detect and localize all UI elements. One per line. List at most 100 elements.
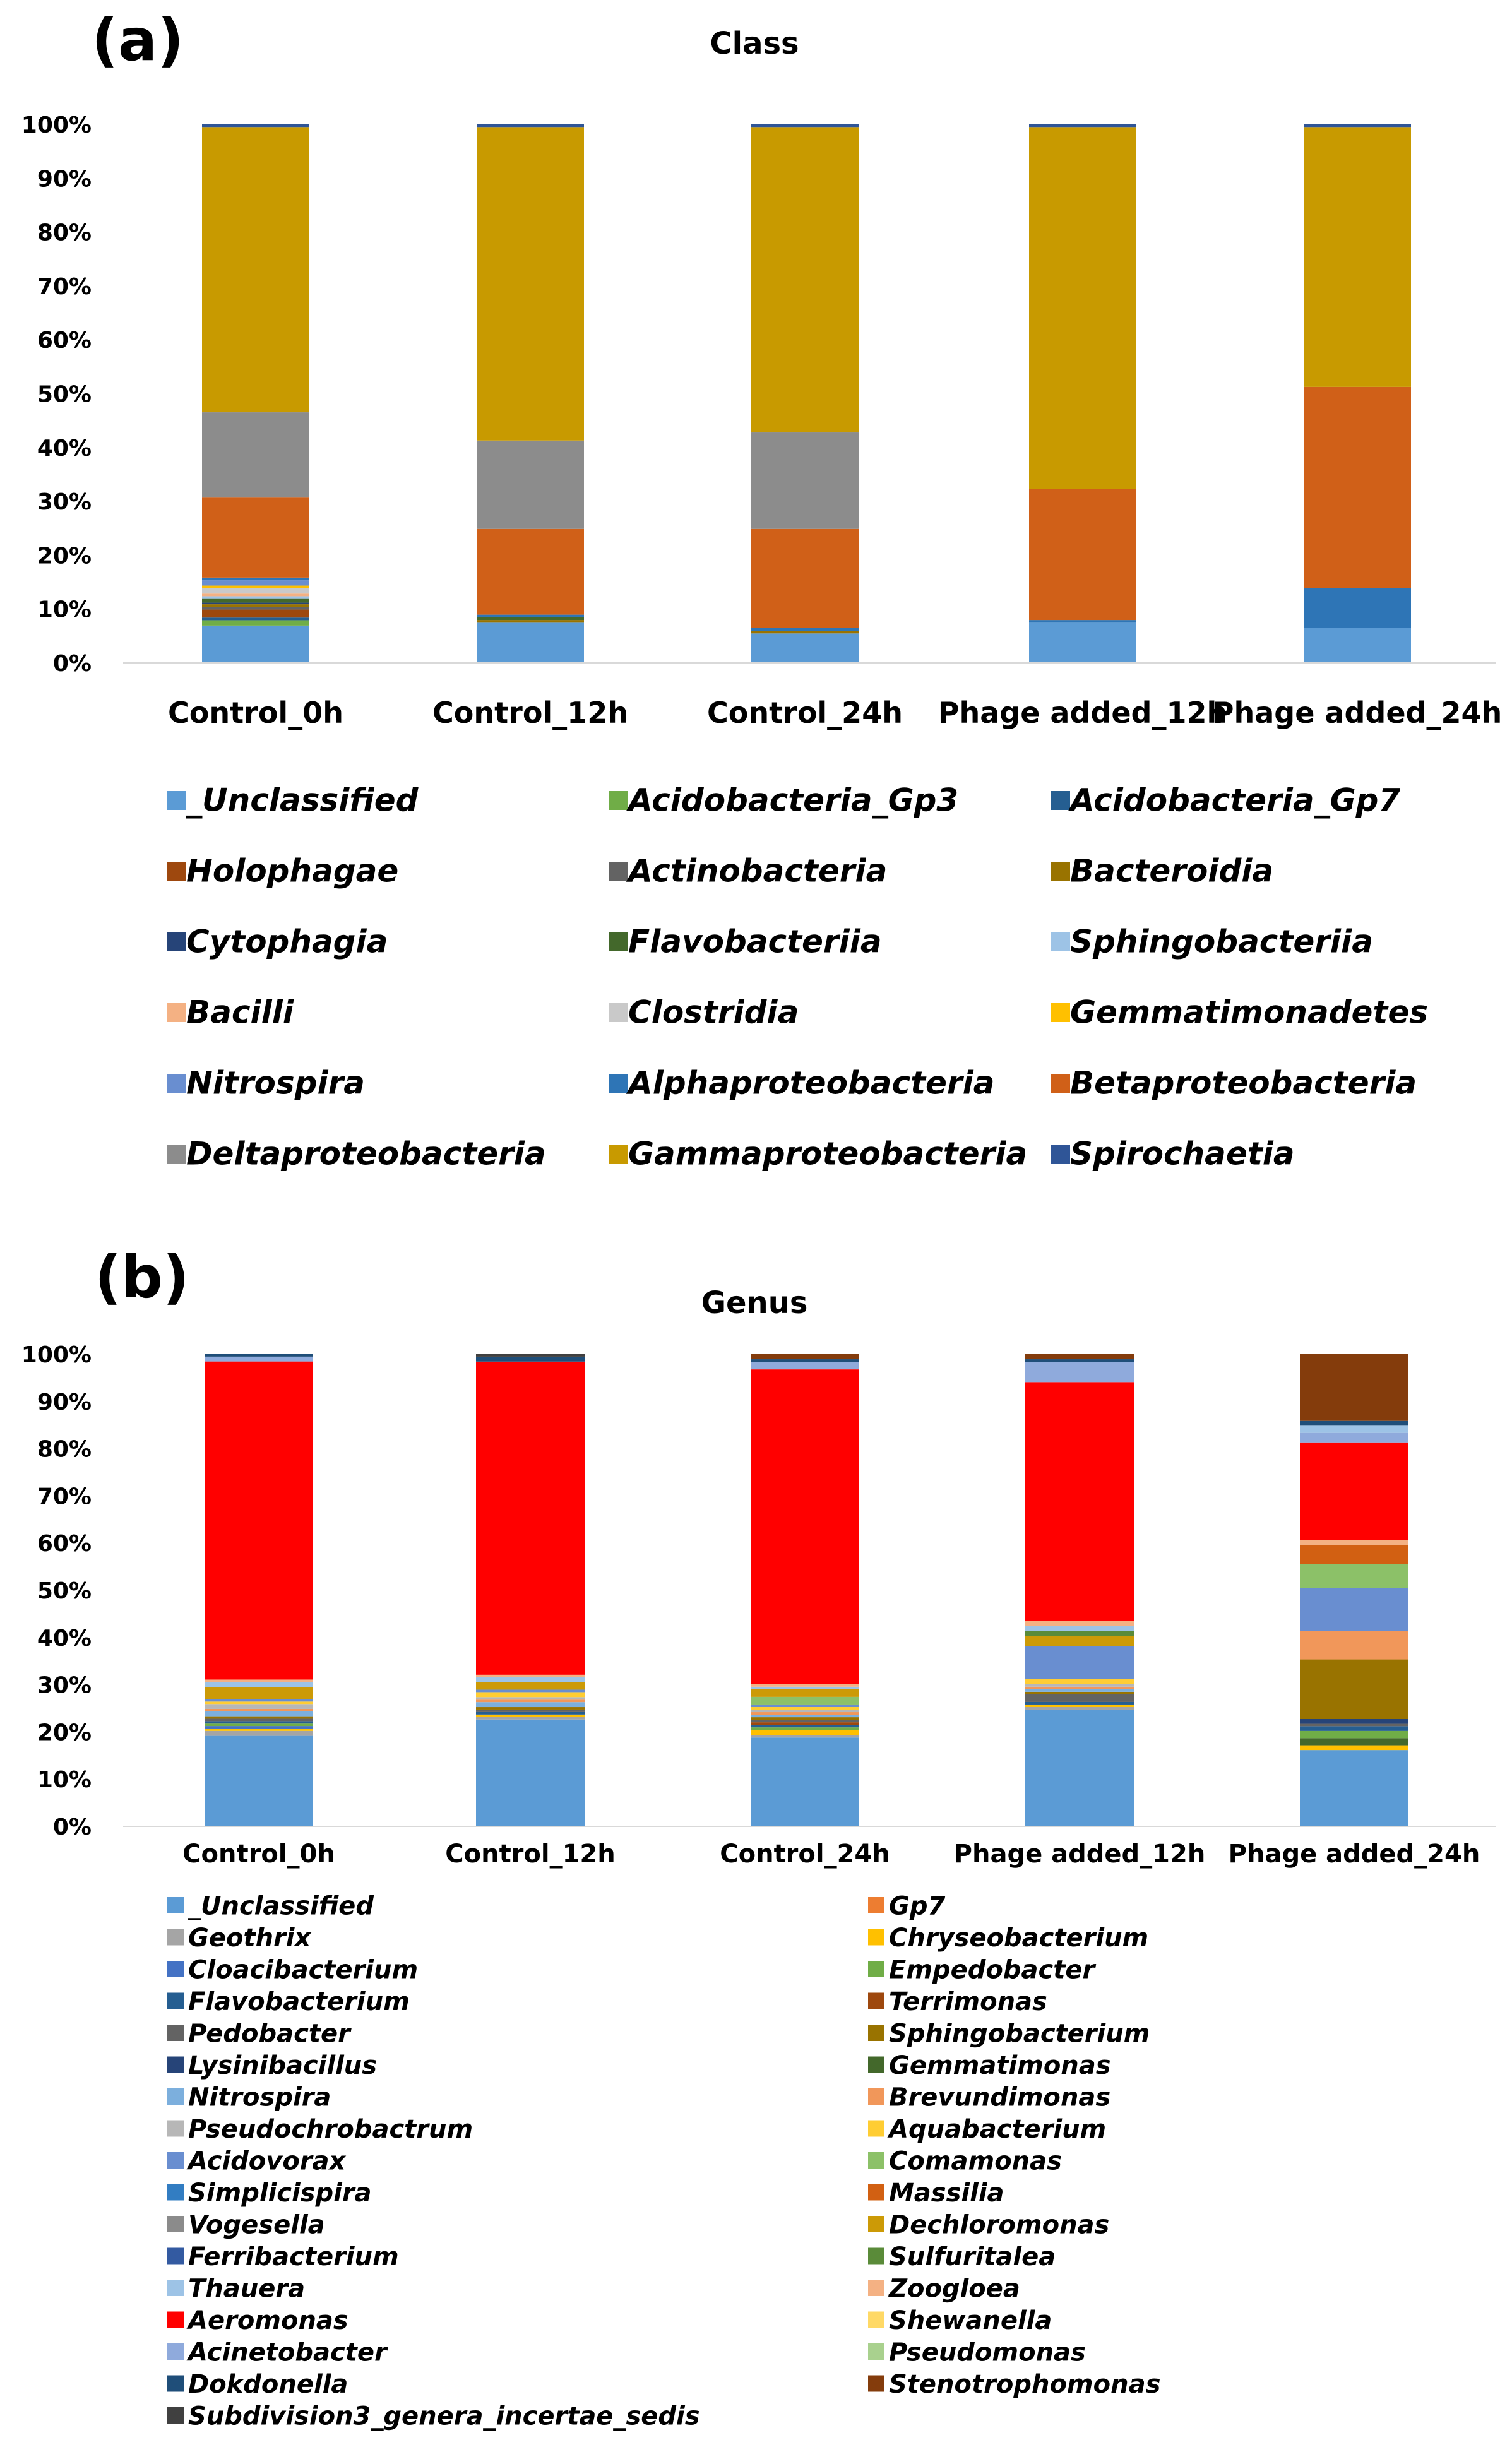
legend-label-pseudochrobactrum: Pseudochrobactrum	[188, 2115, 473, 2144]
bar-segment-control-0h-deltaproteobacteria	[202, 412, 309, 498]
bar-segment-control-12h-aquabacterium	[476, 1692, 585, 1698]
legend-label-sulfuritalea: Sulfuritalea	[889, 2242, 1056, 2271]
bar-segment-control-0h-pseudochrobactrum	[205, 1704, 313, 1709]
bar-segment-control-12h-sphingobacterium	[476, 1707, 585, 1710]
legend-label-dechloromonas: Dechloromonas	[889, 2210, 1109, 2239]
bar-segment-control-24h-nitrospira	[751, 1715, 859, 1718]
bar-segment-control-0h-acidovorax	[205, 1699, 313, 1702]
legend-swatch-aeromonas	[167, 2311, 184, 2328]
x-category-label: Phage added_12h	[938, 696, 1227, 730]
legend-label-stenotrophomonas: Stenotrophomonas	[889, 2370, 1160, 2399]
bar-segment-control-24h-gammaproteobacteria	[751, 127, 859, 433]
legend-swatch-simplicispira	[167, 2184, 184, 2201]
bar-segment-control-24h-thauera	[751, 1686, 859, 1689]
bar-segment-control-12h-acidovorax	[476, 1689, 585, 1693]
legend-swatch-bacilli	[167, 1003, 186, 1022]
bar-segment-control-0h-bacilli	[202, 593, 309, 597]
legend-label-flavobacterium: Flavobacterium	[188, 1987, 410, 2016]
legend-label-sphingobacteriia: Sphingobacteriia	[1070, 924, 1373, 960]
bar-segment-control-0h-gemmatimonadetes	[202, 585, 309, 588]
legend-swatch-massilia	[868, 2184, 884, 2201]
bar-segment-control-0h-acinetobacter	[205, 1356, 313, 1362]
bar-segment-phage-added-24h-dokdonella	[1300, 1420, 1408, 1426]
legend-swatch-ferribacterium	[167, 2247, 184, 2265]
bar-segment-control-0h-pedobacter	[205, 1718, 313, 1722]
bar-segment-phage-added-12h-pedobacter	[1025, 1694, 1134, 1702]
legend-label-subdivision3-genera-incertae-sedis: Subdivision3_genera_incertae_sedis	[188, 2401, 700, 2431]
legend-label-thauera: Thauera	[188, 2274, 305, 2303]
bar-segment-phage-added-12h-nitrospira	[1025, 1689, 1134, 1692]
bar-segment-control-0h-aquabacterium	[205, 1701, 313, 1705]
y-tick-label: 100%	[21, 112, 92, 138]
legend-label-alphaproteobacteria: Alphaproteobacteria	[626, 1065, 994, 1102]
bar-segment-control-0h-aeromonas	[205, 1361, 313, 1680]
bar-segment-phage-added-12h-acidovorax	[1025, 1646, 1134, 1679]
bar-segment-phage-added-24h-zoogloea	[1300, 1540, 1408, 1545]
legend-swatch-acidobacteria-gp3	[609, 791, 628, 810]
legend-swatch-empedobacter	[868, 1961, 884, 1977]
legend-swatch-holophagae	[167, 862, 186, 881]
bar-segment-control-12h-unclassified	[476, 1719, 585, 1826]
x-category-label: Phage added_12h	[954, 1840, 1206, 1869]
legend-label-deltaproteobacteria: Deltaproteobacteria	[186, 1136, 546, 1172]
bar-segment-phage-added-12h-spirochaetia	[1029, 124, 1136, 128]
y-tick-label: 10%	[37, 1767, 92, 1793]
y-tick-label: 70%	[37, 1484, 92, 1509]
legend-swatch-pseudomonas	[868, 2343, 884, 2360]
legend-label-ferribacterium: Ferribacterium	[188, 2242, 399, 2271]
legend-label-terrimonas: Terrimonas	[889, 1987, 1047, 2016]
legend-label-simplicispira: Simplicispira	[188, 2179, 372, 2208]
legend-label-comamonas: Comamonas	[889, 2146, 1062, 2175]
bar-segment-control-24h-spirochaetia	[751, 124, 859, 128]
bar-segment-phage-added-12h-chryseobacterium	[1025, 1704, 1134, 1707]
bar-segment-control-24h-bacteroidia	[751, 631, 859, 634]
legend-swatch-aquabacterium	[868, 2120, 884, 2137]
legend-label-acidovorax: Acidovorax	[186, 2146, 347, 2175]
bar-segment-phage-added-24h-acidovorax	[1300, 1588, 1408, 1631]
y-tick-label: 0%	[53, 1814, 92, 1840]
legend-swatch-flavobacterium	[167, 1992, 184, 2009]
bar-segment-phage-added-12h-flavobacterium	[1025, 1701, 1134, 1705]
legend-swatch-pedobacter	[167, 2025, 184, 2041]
bar-segment-control-24h-zoogloea	[751, 1684, 859, 1687]
legend-label-zoogloea: Zoogloea	[888, 2274, 1020, 2303]
bar-segment-control-12h-gammaproteobacteria	[477, 127, 584, 441]
bar-segment-phage-added-12h-brevundimonas	[1025, 1686, 1134, 1689]
genus-chart-title: Genus	[701, 1285, 808, 1321]
bar-segment-phage-added-12h-acinetobacter	[1025, 1362, 1134, 1383]
bar-segment-control-24h-unclassified	[751, 1737, 859, 1826]
x-category-label: Control_12h	[445, 1840, 616, 1869]
bar-segment-control-12h-spirochaetia	[477, 124, 584, 128]
legend-swatch-sphingobacterium	[868, 2025, 884, 2041]
x-category-label: Phage added_24h	[1213, 696, 1502, 730]
legend-label-gemmatimonas: Gemmatimonas	[889, 2051, 1111, 2080]
legend-swatch-dechloromonas	[868, 2216, 884, 2232]
bar-segment-phage-added-24h-unclassified	[1300, 1750, 1408, 1826]
legend-label-nitrospira: Nitrospira	[186, 1065, 365, 1102]
legend-label-massilia: Massilia	[889, 2179, 1004, 2208]
bar-segment-control-24h-acinetobacter	[751, 1362, 859, 1370]
legend-label-shewanella: Shewanella	[889, 2306, 1052, 2335]
legend-label-clostridia: Clostridia	[628, 994, 799, 1031]
bar-segment-phage-added-24h-gammaproteobacteria	[1304, 127, 1411, 387]
legend-swatch-spirochaetia	[1051, 1145, 1070, 1164]
y-tick-label: 90%	[37, 166, 92, 192]
bar-segment-phage-added-24h-alphaproteobacteria	[1304, 588, 1411, 628]
bar-segment-control-0h-nitrospira	[205, 1711, 313, 1717]
bar-segment-phage-added-24h-empedobacter	[1300, 1730, 1408, 1739]
bar-segment-control-12h-unclassified	[477, 622, 584, 663]
bar-segment-phage-added-12h-zoogloea	[1025, 1621, 1134, 1626]
bar-segment-control-24h-deltaproteobacteria	[751, 432, 859, 529]
legend-swatch-chryseobacterium	[868, 1929, 884, 1946]
legend-label-actinobacteria: Actinobacteria	[626, 853, 887, 890]
genus-chart: 0% 10% 20% 30% 40% 50% 60% 70% 80% 90% 100% Control…	[21, 1342, 1496, 1869]
bar-segment-phage-added-24h-aeromonas	[1300, 1442, 1408, 1540]
legend-label-gemmatimonadetes: Gemmatimonadetes	[1070, 994, 1428, 1031]
bar-segment-phage-added-12h-alphaproteobacteria	[1029, 620, 1136, 623]
legend-label-gp7: Gp7	[889, 1891, 945, 1920]
bar-segment-control-0h-nitrospira	[202, 580, 309, 586]
legend-swatch-alphaproteobacteria	[609, 1074, 628, 1093]
bar-segment-control-0h-dechloromonas	[205, 1687, 313, 1699]
bar-segment-control-24h-aquabacterium	[751, 1706, 859, 1710]
